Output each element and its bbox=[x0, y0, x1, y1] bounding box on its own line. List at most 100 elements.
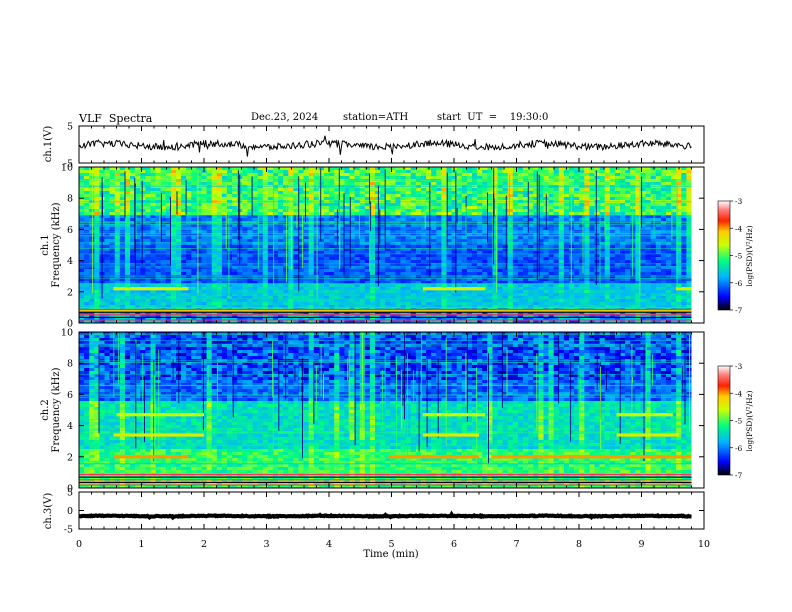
spectrogram-cell bbox=[390, 197, 396, 201]
spectrogram-cell bbox=[175, 260, 182, 264]
spectrogram-cell bbox=[318, 260, 325, 264]
spectrogram-cell bbox=[170, 245, 177, 249]
spectrogram-cell bbox=[181, 176, 187, 180]
spectrogram-cell bbox=[283, 281, 289, 285]
spectrogram-cell bbox=[420, 275, 427, 279]
spectrogram-cell bbox=[94, 203, 100, 207]
spectrogram-cell bbox=[400, 218, 406, 222]
spectrogram-cell bbox=[334, 194, 340, 198]
spectrogram-cell bbox=[84, 221, 90, 225]
spectrogram-cell bbox=[395, 176, 401, 180]
spectrogram-cell bbox=[395, 269, 401, 273]
spectrogram-cell bbox=[502, 314, 509, 318]
spectrogram-cell bbox=[426, 215, 432, 219]
spectrogram-cell bbox=[293, 170, 299, 174]
spectrogram-cell bbox=[150, 314, 156, 318]
spectrogram-cell bbox=[415, 257, 422, 261]
spectrogram-cell bbox=[175, 224, 182, 228]
spectrogram-cell bbox=[405, 317, 412, 321]
spectrogram-cell bbox=[517, 173, 524, 177]
spectrogram-cell bbox=[155, 245, 161, 249]
spectrogram-cell bbox=[349, 236, 355, 240]
spectrogram-cell bbox=[482, 209, 488, 213]
spectrogram-cell bbox=[538, 278, 544, 282]
spectrogram-cell bbox=[94, 188, 100, 192]
spectrogram-cell bbox=[375, 317, 381, 321]
spectrogram-cell bbox=[426, 182, 432, 186]
spectrogram-cell bbox=[523, 203, 529, 207]
spectrogram-cell bbox=[94, 167, 100, 171]
spectrogram-cell bbox=[283, 266, 289, 270]
spectrogram-cell bbox=[380, 245, 386, 249]
spectrogram-cell bbox=[175, 227, 182, 231]
spectrogram-cell bbox=[242, 206, 248, 210]
spectrogram-cell bbox=[380, 248, 386, 252]
spectrogram-cell bbox=[482, 317, 488, 321]
spectrogram-cell bbox=[84, 242, 90, 246]
spectrogram-cell bbox=[130, 272, 136, 276]
spectrogram-cell bbox=[400, 257, 406, 261]
spectrogram-cell bbox=[145, 191, 151, 195]
spectrogram-cell bbox=[477, 296, 483, 300]
spectrogram-cell bbox=[507, 257, 514, 261]
spectrogram-cell bbox=[354, 182, 361, 186]
spectrogram-cell bbox=[420, 251, 427, 255]
spectrogram-cell bbox=[247, 260, 253, 264]
spectrogram-cell bbox=[466, 281, 473, 285]
spectrogram-cell bbox=[385, 314, 391, 318]
spectrogram-cell bbox=[227, 302, 233, 306]
spectrogram-cell bbox=[553, 194, 560, 198]
spectrogram-cell bbox=[186, 215, 192, 219]
spectrogram-cell bbox=[293, 188, 299, 192]
spectrogram-cell bbox=[472, 209, 478, 213]
spectrogram-cell bbox=[334, 275, 340, 279]
spectrogram-cell bbox=[99, 305, 105, 309]
spectrogram-cell bbox=[232, 239, 238, 243]
spectrogram-cell bbox=[538, 215, 544, 219]
spectrogram-cell bbox=[288, 320, 294, 324]
spectrogram-cell bbox=[104, 221, 110, 225]
spectrogram-cell bbox=[206, 284, 212, 288]
spectrogram-cell bbox=[135, 239, 141, 243]
spectrogram-cell bbox=[227, 245, 233, 249]
spectrogram-cell bbox=[170, 212, 177, 216]
spectrogram-cell bbox=[257, 254, 264, 258]
spectrogram-cell bbox=[201, 227, 207, 231]
spectrogram-cell bbox=[272, 179, 279, 183]
spectrogram-cell bbox=[124, 260, 131, 264]
spectrogram-cell bbox=[405, 302, 412, 306]
spectrogram-cell bbox=[308, 233, 315, 237]
spectrogram-cell bbox=[548, 176, 554, 180]
spectrogram-cell bbox=[135, 305, 141, 309]
spectrogram-cell bbox=[252, 191, 258, 195]
spectrogram-cell bbox=[135, 215, 141, 219]
spectrogram-cell bbox=[538, 269, 544, 273]
spectrogram-cell bbox=[523, 233, 529, 237]
spectrogram-cell bbox=[436, 281, 442, 285]
spectrogram-cell bbox=[267, 176, 274, 180]
spectrogram-cell bbox=[451, 257, 457, 261]
spectrogram-cell bbox=[313, 272, 320, 276]
spectrogram-cell bbox=[415, 263, 422, 267]
spectrogram-cell bbox=[165, 257, 172, 261]
spectrogram-cell bbox=[339, 173, 345, 177]
spectrogram-cell bbox=[237, 287, 243, 291]
spectrogram-cell bbox=[191, 209, 197, 213]
spectrogram-cell bbox=[548, 182, 554, 186]
spectrogram-cell bbox=[558, 275, 565, 279]
spectrogram-cell bbox=[135, 182, 141, 186]
spectrogram-cell bbox=[431, 245, 437, 249]
spectrogram-cell bbox=[170, 191, 177, 195]
spectrogram-cell bbox=[502, 305, 509, 309]
spectrogram-cell bbox=[318, 305, 325, 309]
spectrogram-cell bbox=[232, 221, 238, 225]
spectrogram-cell bbox=[155, 320, 161, 324]
spectrogram-cell bbox=[339, 170, 345, 174]
spectrogram-cell bbox=[119, 272, 126, 276]
spectrogram-cell bbox=[436, 254, 442, 258]
spectrogram-cell bbox=[538, 206, 544, 210]
spectrogram-cell bbox=[446, 236, 452, 240]
spectrogram-cell bbox=[415, 320, 422, 324]
spectrogram-cell bbox=[206, 281, 212, 285]
spectrogram-cell bbox=[232, 314, 238, 318]
